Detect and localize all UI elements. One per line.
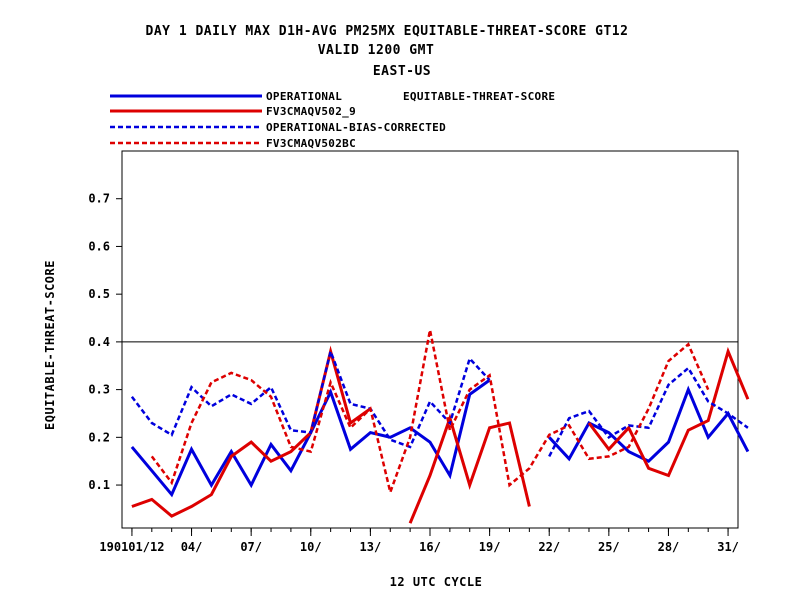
x-tick-label: 25/ <box>598 540 620 554</box>
chart-title-line-3: EAST-US <box>373 64 431 79</box>
legend: OPERATIONAL EQUITABLE-THREAT-SCORE FV3CM… <box>110 90 555 150</box>
x-tick-label: 31/ <box>717 540 739 554</box>
x-axis-label: 12 UTC CYCLE <box>390 575 483 589</box>
x-tick-label: 16/ <box>419 540 441 554</box>
series-fv3cmaqv502-9 <box>131 345 750 524</box>
x-tick-label: 28/ <box>658 540 680 554</box>
legend-note: EQUITABLE-THREAT-SCORE <box>403 90 555 103</box>
x-tick-label: 04/ <box>181 540 203 554</box>
series-line-fv3cmaqv502bc <box>150 329 710 497</box>
series-line-fv3cmaqv502-9 <box>408 413 531 524</box>
x-tick-label: 22/ <box>538 540 560 554</box>
legend-label-operational: OPERATIONAL <box>266 90 342 103</box>
y-tick-label: 0.2 <box>88 430 110 444</box>
y-tick-label: 0.3 <box>88 383 110 397</box>
series-fv3cmaqv502bc <box>150 329 710 497</box>
y-tick-label: 0.1 <box>88 478 110 492</box>
x-tick-label: 13/ <box>360 540 382 554</box>
series-lines <box>130 329 750 524</box>
series-line-operational <box>548 385 750 464</box>
x-tick-label: 07/ <box>240 540 262 554</box>
y-axis: 0.1 0.2 0.3 0.4 0.5 0.6 0.7 <box>88 192 122 492</box>
legend-label-operational-bias-corrected: OPERATIONAL-BIAS-CORRECTED <box>266 121 446 134</box>
x-axis: 190101/12 04/07/10/13/16/19/22/25/28/31/ <box>99 528 739 554</box>
chart-title-line-2: VALID 1200 GMT <box>318 43 435 58</box>
y-tick-label: 0.6 <box>88 239 110 253</box>
x-tick-label: 190101/12 <box>99 540 164 554</box>
series-operational-bias-corrected <box>130 347 749 457</box>
legend-label-fv3cmaqv502-9: FV3CMAQV502_9 <box>266 105 356 118</box>
series-line-fv3cmaqv502-9 <box>587 346 750 478</box>
legend-label-fv3cmaqv502bc: FV3CMAQV502BC <box>266 137 356 150</box>
y-axis-label: EQUITABLE-THREAT-SCORE <box>43 260 57 430</box>
x-tick-label: 19/ <box>479 540 501 554</box>
series-operational <box>130 378 750 498</box>
x-tick-label: 10/ <box>300 540 322 554</box>
y-tick-label: 0.7 <box>88 192 110 206</box>
y-tick-label: 0.4 <box>88 335 110 349</box>
series-line-operational-bias-corrected <box>548 366 749 457</box>
series-line-operational-bias-corrected <box>130 347 491 449</box>
series-line-fv3cmaqv502-9 <box>131 345 372 518</box>
chart-title-line-1: DAY 1 DAILY MAX D1H-AVG PM25MX EQUITABLE… <box>146 24 629 39</box>
y-tick-label: 0.5 <box>88 287 110 301</box>
